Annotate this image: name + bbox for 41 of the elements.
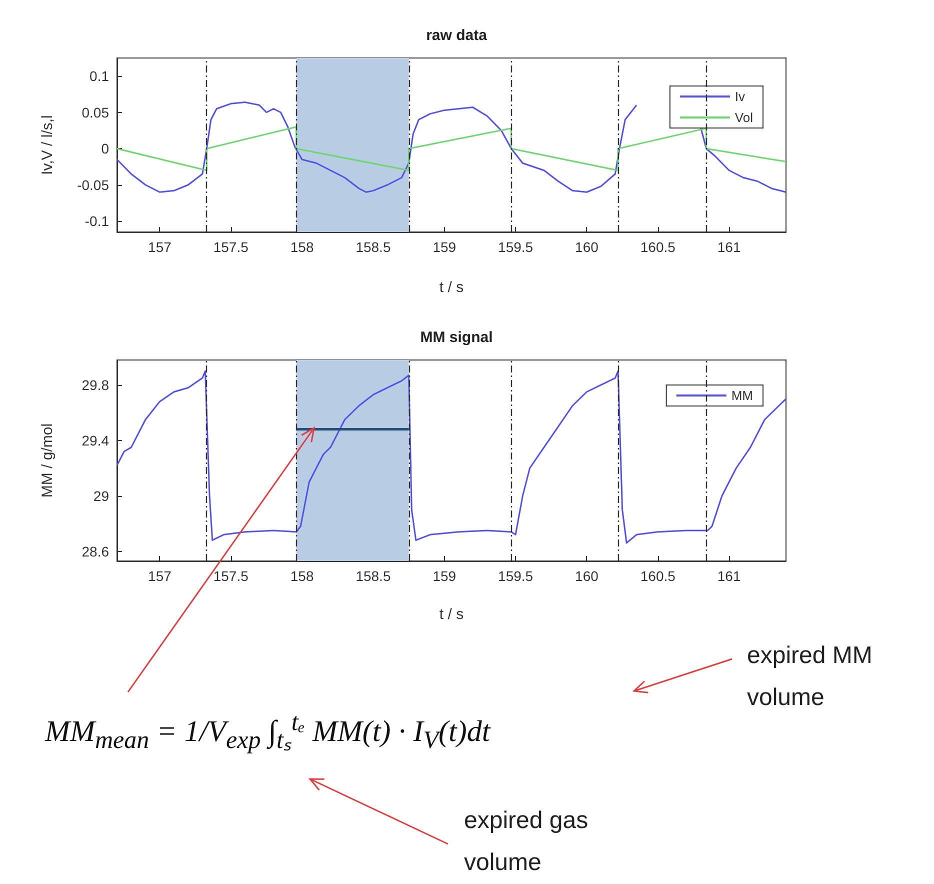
x-tick-label: 157.5 <box>213 568 249 584</box>
y-tick-label: 29.8 <box>82 376 110 393</box>
x-tick-label: 159 <box>432 239 456 255</box>
chart-title: raw data <box>426 27 488 44</box>
legend-label: Vol <box>734 110 754 125</box>
line-series <box>116 126 787 172</box>
text: MM$_{mean}$ = 1/V$_{exp}$ ∫$_{tₛ}$$^{tₑ}$ MM(t) · I$_{V}$(t)dt <box>45 709 490 754</box>
y-tick-label: 29 <box>93 488 110 504</box>
text: expired gas volume <box>464 806 590 878</box>
y-tick-label: 0.1 <box>90 68 110 84</box>
x-tick-label: 158.5 <box>356 568 391 584</box>
x-tick-label: 160.5 <box>640 239 676 255</box>
x-tick-label: 159.5 <box>498 568 534 584</box>
x-tick-label: 157 <box>148 239 172 255</box>
x-tick-label: 160.5 <box>640 568 676 584</box>
x-axis-title: t / s <box>439 279 464 296</box>
y-tick-label: -0.1 <box>84 213 110 230</box>
x-tick-label: 160 <box>575 239 599 255</box>
x-tick-label: 157 <box>148 568 172 584</box>
y-tick-label: 0 <box>101 140 110 157</box>
x-tick-label: 159.5 <box>498 239 534 255</box>
x-tick-label: 159 <box>432 568 456 584</box>
y-tick-label: 0.05 <box>82 104 110 120</box>
text: expired MM volume <box>747 641 874 713</box>
x-tick-label: 158.5 <box>356 239 391 255</box>
x-tick-label: 161 <box>717 239 741 255</box>
x-tick-label: 161 <box>717 568 741 584</box>
y-tick-label: 28.6 <box>82 543 110 560</box>
x-axis-title: t / s <box>439 606 464 623</box>
x-tick-label: 157.5 <box>213 239 249 255</box>
legend-label: Iv <box>734 89 746 104</box>
y-axis-title: MM / g/mol <box>39 423 56 498</box>
x-tick-label: 160 <box>575 568 599 584</box>
chart-title: MM signal <box>420 329 493 346</box>
y-tick-label: -0.05 <box>77 176 110 193</box>
y-axis-title: Iv,V / l/s,l <box>39 115 56 175</box>
line-series <box>116 370 787 544</box>
x-tick-label: 158 <box>290 239 314 255</box>
x-tick-label: 158 <box>290 568 314 584</box>
legend-label: MM <box>731 388 754 403</box>
y-tick-label: 29.4 <box>82 432 110 448</box>
